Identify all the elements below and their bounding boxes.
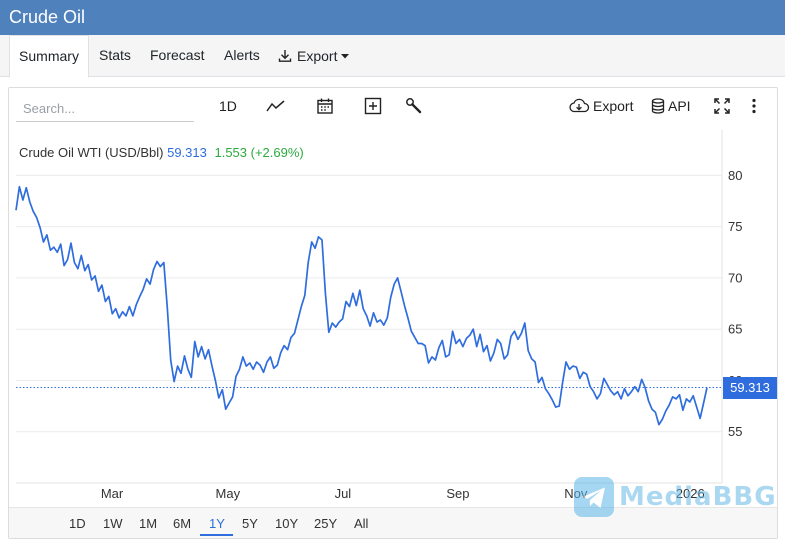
y-tick-label: 75 xyxy=(728,219,742,234)
tab-forecast[interactable]: Forecast xyxy=(150,47,205,63)
tab-stats[interactable]: Stats xyxy=(99,47,131,63)
range-1y[interactable]: 1Y xyxy=(209,516,225,531)
expand-icon xyxy=(714,98,730,114)
calendar-icon xyxy=(317,98,333,114)
more-menu-button[interactable] xyxy=(750,95,758,117)
watermark: MediaBBG xyxy=(573,476,776,520)
range-6m[interactable]: 6M xyxy=(173,516,192,531)
range-1d[interactable]: 1D xyxy=(69,516,86,531)
cloud-download-icon xyxy=(569,98,590,113)
x-tick-label: Jul xyxy=(335,486,352,501)
drawing-tools-button[interactable] xyxy=(405,95,423,117)
search-input[interactable] xyxy=(16,96,194,122)
range-10y[interactable]: 10Y xyxy=(275,516,299,531)
series-line xyxy=(15,185,708,426)
database-icon xyxy=(651,98,665,114)
current-price-label: 59.313 xyxy=(723,376,777,399)
add-indicator-button[interactable] xyxy=(364,95,382,117)
range-1m[interactable]: 1M xyxy=(139,516,158,531)
tab-summary[interactable]: Summary xyxy=(9,35,89,78)
date-range-button[interactable] xyxy=(316,95,334,117)
line-chart-icon xyxy=(266,100,285,112)
wrench-icon xyxy=(406,98,422,114)
watermark-text: MediaBBG xyxy=(619,482,777,512)
range-1w[interactable]: 1W xyxy=(103,516,123,531)
interval-button[interactable]: 1D xyxy=(219,98,237,114)
x-tick-label: May xyxy=(216,486,241,501)
legend-change: 1.553 (+2.69%) xyxy=(214,145,304,160)
range-all[interactable]: All xyxy=(354,516,369,531)
x-tick-label: Sep xyxy=(446,486,469,501)
chart-legend: Crude Oil WTI (USD/Bbl) 59.313 1.553 (+2… xyxy=(19,145,304,160)
legend-instrument-name: Crude Oil WTI (USD/Bbl) xyxy=(19,145,164,160)
telegram-logo-icon xyxy=(574,477,614,517)
legend-price: 59.313 xyxy=(167,145,207,160)
tab-export-label: Export xyxy=(297,48,338,64)
download-icon xyxy=(278,50,292,62)
x-tick-label: 2026 xyxy=(676,486,705,501)
y-tick-label: 55 xyxy=(728,424,742,439)
tab-alerts[interactable]: Alerts xyxy=(224,47,260,63)
y-tick-label: 70 xyxy=(728,270,742,285)
kebab-icon xyxy=(752,98,756,114)
range-25y[interactable]: 25Y xyxy=(314,516,338,531)
chart-panel xyxy=(8,87,778,539)
x-tick-label: Mar xyxy=(101,486,124,501)
range-selector xyxy=(9,507,777,538)
plus-box-icon xyxy=(364,97,382,115)
app-title: Crude Oil xyxy=(0,0,785,35)
api-label: API xyxy=(668,98,691,114)
tab-bar: Summary Stats Forecast Alerts Export xyxy=(0,35,785,78)
y-tick-label: 80 xyxy=(728,168,742,183)
tab-export[interactable]: Export xyxy=(277,35,350,77)
range-5y[interactable]: 5Y xyxy=(242,516,258,531)
chart-type-button[interactable] xyxy=(266,95,286,117)
range-active-indicator xyxy=(200,534,233,536)
export-button[interactable]: Export xyxy=(568,95,633,117)
api-button[interactable]: API xyxy=(651,95,691,117)
y-tick-label: 65 xyxy=(728,322,742,337)
fullscreen-button[interactable] xyxy=(713,95,731,117)
caret-down-icon xyxy=(341,54,350,59)
export-label: Export xyxy=(593,98,634,114)
